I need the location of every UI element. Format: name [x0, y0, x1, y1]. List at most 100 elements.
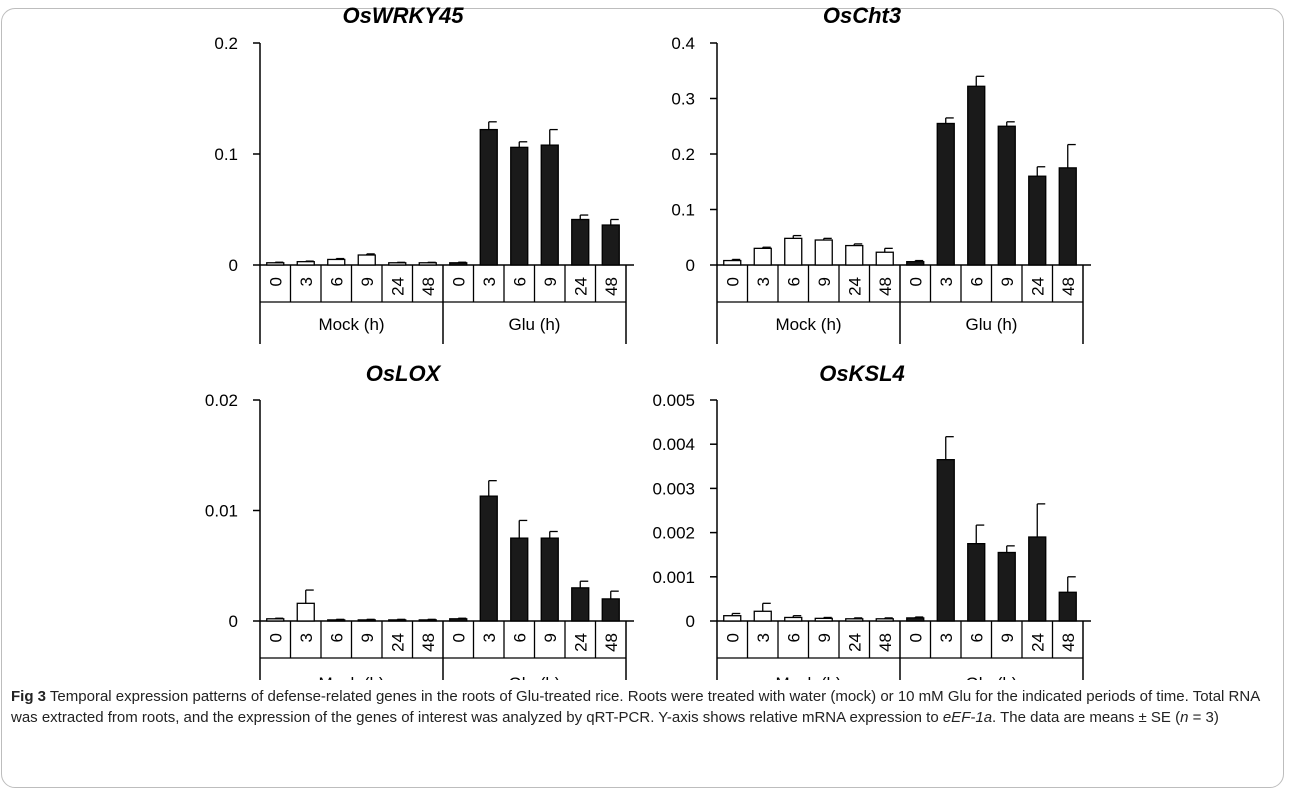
figure-frame [1, 8, 1284, 788]
y-tick-label: 0.4 [671, 34, 695, 53]
chart-title: OsKSL4 [819, 361, 905, 386]
x-tick-label: 3 [297, 277, 316, 286]
y-tick-label: 0.02 [205, 391, 238, 410]
y-tick-label: 0.3 [671, 90, 695, 109]
x-tick-label: 0 [266, 633, 285, 642]
x-tick-label: 0 [449, 277, 468, 286]
caption-text-2: . The data are means ± SE ( [992, 709, 1181, 726]
chart-panel-4: OsKSL4 0 0.001 0.002 0.003 0.004 0.005 0 3 6 9 24 48… [652, 361, 1091, 680]
bar-glu-24 [571, 218, 590, 266]
y-tick-label: 0.004 [652, 435, 695, 454]
x-tick-label: 48 [419, 633, 438, 652]
x-tick-label: 48 [602, 277, 621, 296]
x-tick-label: 24 [388, 277, 407, 296]
x-tick-label: 24 [845, 277, 864, 296]
x-tick-label: 24 [571, 633, 590, 652]
x-tick-label: 0 [266, 277, 285, 286]
x-tick-label: 48 [876, 633, 895, 652]
bar-glu-6 [510, 537, 529, 622]
y-tick-label: 0 [229, 256, 238, 275]
caption-text-1: Temporal expression patterns of defense-… [11, 688, 1260, 726]
x-tick-label: 9 [541, 633, 560, 642]
bar-glu-6 [967, 85, 986, 266]
bar-glu-24 [1028, 175, 1047, 266]
bar-mock-0 [723, 259, 742, 266]
bar-glu-3 [479, 128, 498, 266]
bar-mock-9 [357, 619, 376, 622]
bar-mock-3 [296, 602, 315, 622]
bar-glu-6 [510, 146, 529, 266]
x-tick-label: 6 [784, 633, 803, 642]
x-tick-label: 3 [297, 633, 316, 642]
bar-mock-3 [753, 610, 772, 622]
x-tick-label: 9 [358, 633, 377, 642]
bar-glu-3 [936, 122, 955, 266]
y-tick-label: 0.01 [205, 502, 238, 521]
x-tick-label: 48 [876, 277, 895, 296]
bar-glu-48 [601, 598, 620, 622]
x-tick-label: 9 [998, 277, 1017, 286]
bar-glu-48 [1058, 591, 1077, 622]
chart-panel-3: OsLOX 0 0.01 0.02 0 3 6 9 24 48 Mock (h) 0 3 6 9 24 48 Gl… [205, 361, 634, 680]
bar-glu-9 [540, 144, 559, 266]
group-label: Mock (h) [775, 674, 841, 680]
group-label: Mock (h) [318, 674, 384, 680]
bar-mock-24 [845, 244, 864, 266]
caption-n-var: n [1180, 709, 1189, 726]
x-tick-label: 9 [541, 277, 560, 286]
bar-glu-0 [906, 261, 925, 266]
bar-glu-48 [1058, 167, 1077, 266]
group-label: Glu (h) [509, 674, 561, 680]
caption-text-3: = 3) [1188, 709, 1219, 726]
x-tick-label: 6 [510, 633, 529, 642]
x-tick-label: 3 [754, 277, 773, 286]
x-tick-label: 48 [602, 633, 621, 652]
bar-mock-48 [418, 619, 437, 622]
x-tick-label: 6 [967, 277, 986, 286]
x-tick-label: 6 [784, 277, 803, 286]
bar-glu-9 [997, 551, 1016, 622]
x-tick-label: 0 [449, 633, 468, 642]
group-label: Glu (h) [966, 674, 1018, 680]
chart-panel-1: OsWRKY45 0 0.1 0.2 0 3 6 9 24 48 Mock (h) 0 3 6 9 24 48 G… [214, 3, 634, 344]
bar-glu-0 [449, 262, 468, 266]
bar-mock-48 [875, 251, 894, 266]
y-tick-label: 0 [686, 612, 695, 631]
bar-mock-3 [296, 261, 315, 266]
bar-glu-3 [936, 459, 955, 622]
x-tick-label: 0 [723, 633, 742, 642]
x-tick-label: 3 [480, 633, 499, 642]
bar-glu-24 [1028, 536, 1047, 622]
y-tick-label: 0 [229, 612, 238, 631]
bar-glu-9 [540, 537, 559, 622]
y-tick-label: 0.2 [214, 34, 238, 53]
x-tick-label: 6 [510, 277, 529, 286]
bar-mock-0 [723, 615, 742, 622]
bar-mock-9 [814, 239, 833, 266]
y-tick-label: 0.005 [652, 391, 695, 410]
bar-glu-0 [906, 617, 925, 622]
figure-caption: Fig 3 Temporal expression patterns of de… [11, 686, 1276, 728]
bar-glu-9 [997, 125, 1016, 266]
bar-glu-48 [601, 224, 620, 266]
bar-glu-6 [967, 543, 986, 622]
group-label: Mock (h) [318, 315, 384, 334]
group-label: Glu (h) [966, 315, 1018, 334]
group-label: Glu (h) [509, 315, 561, 334]
x-tick-label: 9 [815, 633, 834, 642]
x-tick-label: 6 [327, 633, 346, 642]
x-tick-label: 24 [845, 633, 864, 652]
bar-mock-24 [845, 618, 864, 622]
bar-mock-6 [327, 258, 346, 266]
x-tick-label: 3 [754, 633, 773, 642]
bar-mock-6 [784, 237, 803, 266]
x-tick-label: 0 [723, 277, 742, 286]
bar-glu-0 [449, 618, 468, 622]
y-tick-label: 0.002 [652, 524, 695, 543]
bar-mock-24 [388, 619, 407, 622]
bar-glu-24 [571, 587, 590, 622]
y-tick-label: 0 [686, 256, 695, 275]
bar-mock-0 [266, 618, 285, 622]
x-tick-label: 3 [480, 277, 499, 286]
bar-mock-6 [327, 619, 346, 622]
